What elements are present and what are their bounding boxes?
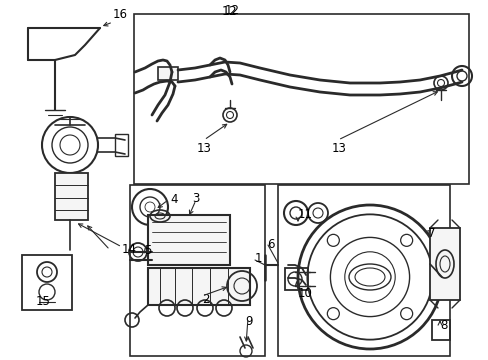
Bar bbox=[158, 67, 178, 80]
Text: 13: 13 bbox=[331, 142, 346, 155]
Bar bbox=[429, 228, 459, 300]
Bar bbox=[148, 268, 249, 305]
Text: 3: 3 bbox=[192, 192, 199, 205]
Text: 1: 1 bbox=[254, 252, 262, 265]
Text: 10: 10 bbox=[297, 287, 312, 300]
Bar bbox=[115, 134, 128, 156]
Text: 14: 14 bbox=[122, 243, 137, 256]
Text: 5: 5 bbox=[143, 244, 151, 257]
Text: 12: 12 bbox=[224, 4, 240, 17]
Text: 12: 12 bbox=[222, 5, 237, 18]
Text: 4: 4 bbox=[170, 193, 177, 206]
Bar bbox=[278, 185, 449, 356]
Bar bbox=[431, 320, 449, 340]
Text: 2: 2 bbox=[202, 293, 209, 306]
Bar bbox=[22, 255, 72, 310]
Text: 16: 16 bbox=[113, 8, 128, 21]
Bar bbox=[134, 14, 468, 184]
Bar bbox=[285, 268, 307, 290]
Text: 13: 13 bbox=[197, 142, 211, 155]
Text: 8: 8 bbox=[439, 319, 447, 332]
Text: 7: 7 bbox=[427, 227, 435, 240]
Text: 9: 9 bbox=[244, 315, 252, 328]
Bar bbox=[148, 215, 229, 265]
Text: 15: 15 bbox=[36, 295, 51, 308]
Bar bbox=[130, 185, 264, 356]
Bar bbox=[55, 173, 88, 220]
Text: 11: 11 bbox=[297, 208, 312, 221]
Text: 6: 6 bbox=[266, 238, 274, 251]
